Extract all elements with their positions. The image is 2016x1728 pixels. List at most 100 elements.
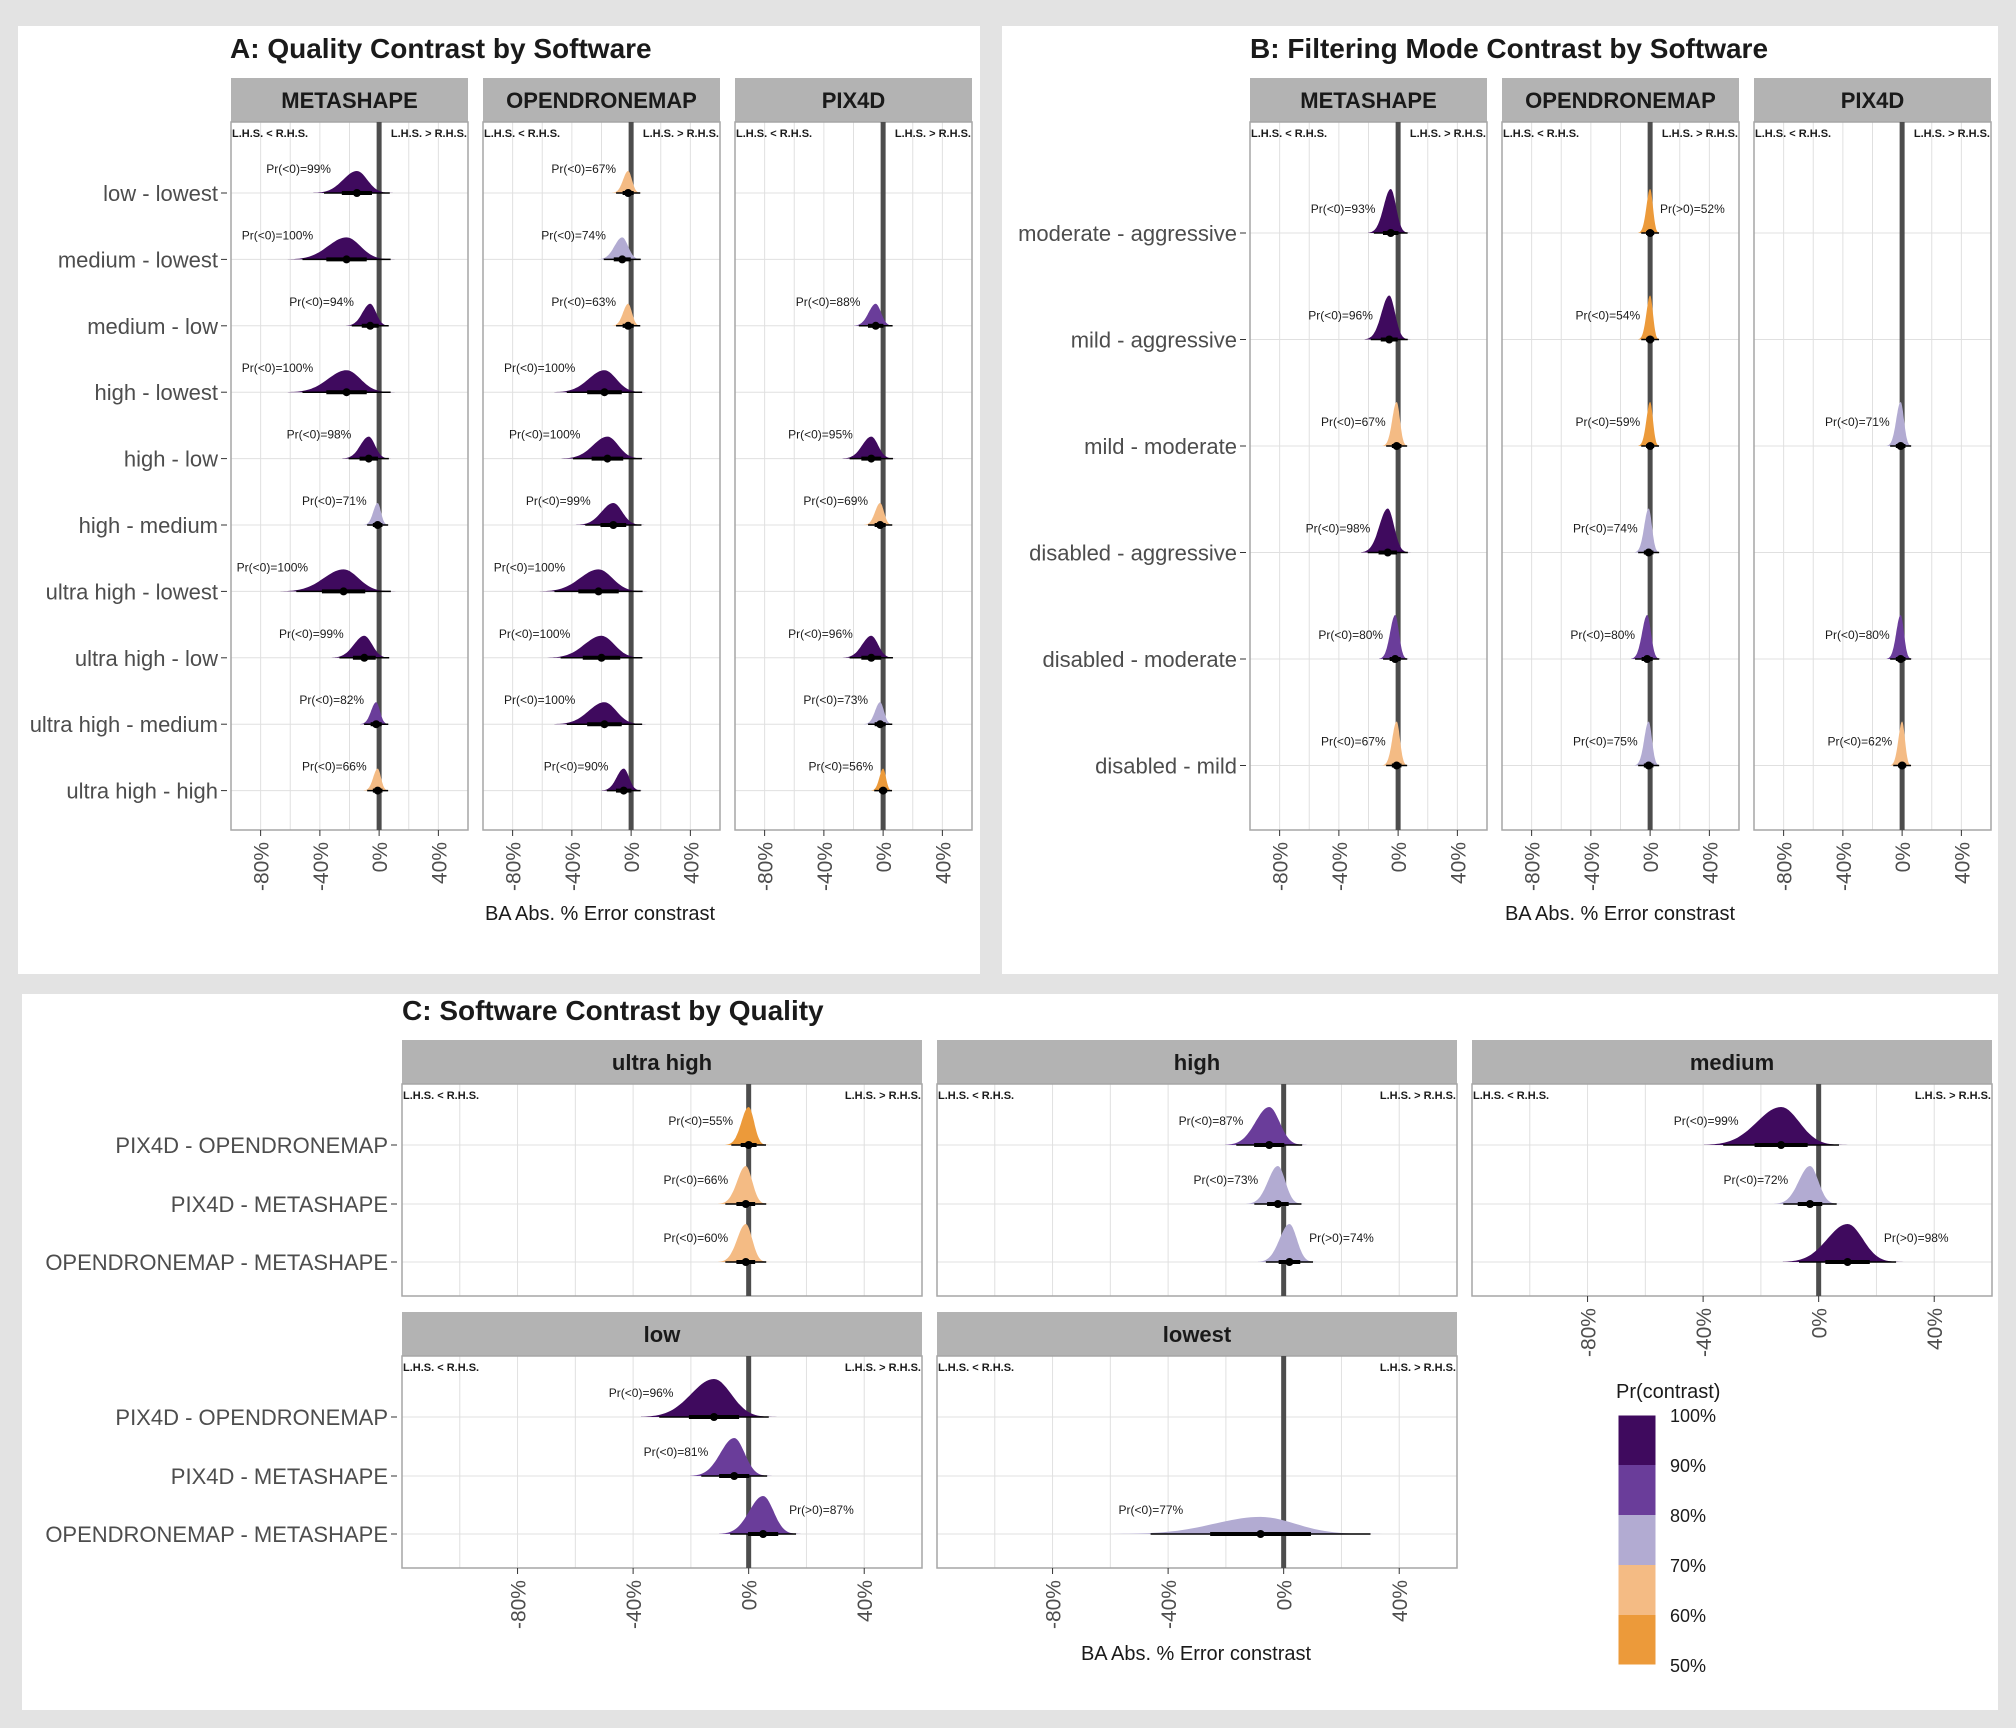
prob-label-7: Pr(<0)=99% (279, 627, 344, 641)
panel-a-row-label: high - medium (79, 513, 218, 538)
x-tick-label: 40% (428, 842, 451, 884)
median-point-2 (1285, 1258, 1294, 1266)
plot-border (1753, 121, 1992, 831)
prob-label-7: Pr(<0)=100% (499, 627, 571, 641)
median-point-6 (339, 587, 348, 596)
x-tick-label: -80% (503, 842, 526, 891)
x-tick-label: -80% (508, 1580, 531, 1629)
prob-label-2: Pr(>0)=87% (789, 1503, 854, 1517)
median-point-9 (373, 786, 382, 795)
facet-strip (402, 1312, 922, 1356)
density-1 (597, 237, 647, 260)
median-point-3 (342, 388, 351, 397)
plot-border (1471, 1083, 1993, 1297)
facet-strip (1754, 78, 1991, 122)
prob-label-3: Pr(<0)=74% (1573, 522, 1638, 536)
density-0 (612, 171, 645, 193)
prob-label-2: Pr(<0)=77% (1119, 1503, 1184, 1517)
median-point-7 (867, 653, 876, 662)
median-point-0 (744, 1141, 753, 1149)
direction-label-right: L.H.S. > R.H.S. (1662, 128, 1738, 140)
density-9 (871, 768, 895, 791)
prob-label-1: Pr(<0)=96% (1308, 309, 1373, 323)
prob-label-5: Pr(<0)=62% (1827, 735, 1892, 749)
x-tick-label: 0% (1809, 1308, 1832, 1338)
direction-label-right: L.H.S. > R.H.S. (1380, 1090, 1456, 1102)
panel-c-row-label: PIX4D - METASHAPE (171, 1464, 388, 1489)
prob-label-5: Pr(<0)=71% (302, 494, 367, 508)
median-point-4 (1896, 655, 1905, 663)
x-tick-label: -40% (814, 842, 837, 891)
legend-swatch-1 (1618, 1465, 1656, 1515)
panel-c-row-label: OPENDRONEMAP - METASHAPE (45, 1522, 388, 1547)
median-point-0 (1386, 229, 1395, 237)
prob-label-1: Pr(<0)=73% (1193, 1173, 1258, 1187)
density-0 (313, 171, 401, 193)
x-tick-label: -80% (1270, 842, 1293, 891)
x-tick-label: 0% (1892, 842, 1915, 872)
prob-label-9: Pr(<0)=90% (544, 760, 609, 774)
prob-label-2: Pr(<0)=88% (796, 295, 861, 309)
direction-label-right: L.H.S. > R.H.S. (1914, 128, 1990, 140)
panel-c-xlabel: BA Abs. % Error constrast (1081, 1643, 1312, 1665)
median-point-3 (1644, 548, 1653, 557)
panel-c-row-label: PIX4D - OPENDRONEMAP (115, 1405, 388, 1430)
panel-a-xlabel: BA Abs. % Error constrast (485, 903, 716, 925)
facet-label: medium (1690, 1050, 1774, 1075)
x-tick-label: -40% (623, 1580, 646, 1629)
legend-swatch-4 (1618, 1615, 1656, 1665)
prob-label-4: Pr(<0)=95% (788, 428, 853, 442)
panel-c-title: C: Software Contrast by Quality (402, 995, 824, 1026)
x-tick-label: -40% (1693, 1308, 1716, 1357)
direction-label-right: L.H.S. > R.H.S. (845, 1362, 921, 1374)
prob-label-1: Pr(<0)=74% (541, 228, 606, 242)
density-2 (1382, 402, 1411, 446)
median-point-7 (360, 653, 369, 662)
panel-c-facet-2: medium L.H.S. < R.H.S. L.H.S. > R.H.S. Pr(<… (1471, 1040, 1993, 1357)
median-point-3 (1383, 548, 1392, 557)
prob-label-3: Pr(<0)=100% (242, 361, 314, 375)
prob-label-2: Pr(>0)=74% (1309, 1231, 1374, 1245)
density-9 (601, 768, 647, 791)
x-tick-label: 40% (854, 1580, 877, 1622)
plot-border (936, 1355, 1458, 1569)
x-tick-label: -80% (1043, 1580, 1066, 1629)
legend-swatch-3 (1618, 1565, 1656, 1615)
direction-label-right: L.H.S. > R.H.S. (1380, 1362, 1456, 1374)
x-tick-label: 40% (1951, 842, 1974, 884)
x-tick-label: -80% (755, 842, 778, 891)
density-0 (1638, 189, 1662, 233)
density-6 (539, 569, 658, 592)
x-tick-label: -40% (1581, 842, 1604, 891)
median-point-4 (867, 454, 876, 463)
prob-label-0: Pr(<0)=67% (551, 162, 616, 176)
facet-strip (1250, 78, 1487, 122)
median-point-2 (1392, 442, 1401, 450)
panel-a-row-label: ultra high - lowest (46, 579, 218, 604)
density-2 (853, 303, 899, 326)
x-tick-label: -80% (251, 842, 274, 891)
prob-label-8: Pr(<0)=82% (299, 693, 364, 707)
x-tick-label: -80% (1522, 842, 1545, 891)
facet-strip (483, 78, 720, 122)
facet-label: PIX4D (822, 88, 886, 113)
facet-label: METASHAPE (1300, 88, 1437, 113)
direction-label-left: L.H.S. < R.H.S. (938, 1090, 1014, 1102)
x-tick-label: -40% (1158, 1580, 1181, 1629)
plot-border (936, 1083, 1458, 1297)
median-point-2 (1896, 442, 1905, 450)
prob-label-2: Pr(>0)=98% (1884, 1231, 1949, 1245)
panel-a-facet-1: OPENDRONEMAP L.H.S. < R.H.S. L.H.S. > R.H.… (482, 78, 721, 891)
density-1 (1774, 1166, 1846, 1204)
prob-label-0: Pr(<0)=99% (1674, 1114, 1739, 1128)
legend-label-3: 70% (1670, 1556, 1706, 1576)
median-point-8 (600, 720, 609, 729)
facet-label: OPENDRONEMAP (506, 88, 697, 113)
panel-c-facet-3: low L.H.S. < R.H.S. L.H.S. > R.H.S. Pr(<0)=… (401, 1312, 923, 1629)
density-3 (287, 370, 406, 393)
density-7 (546, 635, 657, 658)
density-0 (640, 1379, 788, 1417)
plot-border (401, 1355, 923, 1569)
facet-label: METASHAPE (281, 88, 418, 113)
x-tick-label: 0% (1640, 842, 1663, 872)
